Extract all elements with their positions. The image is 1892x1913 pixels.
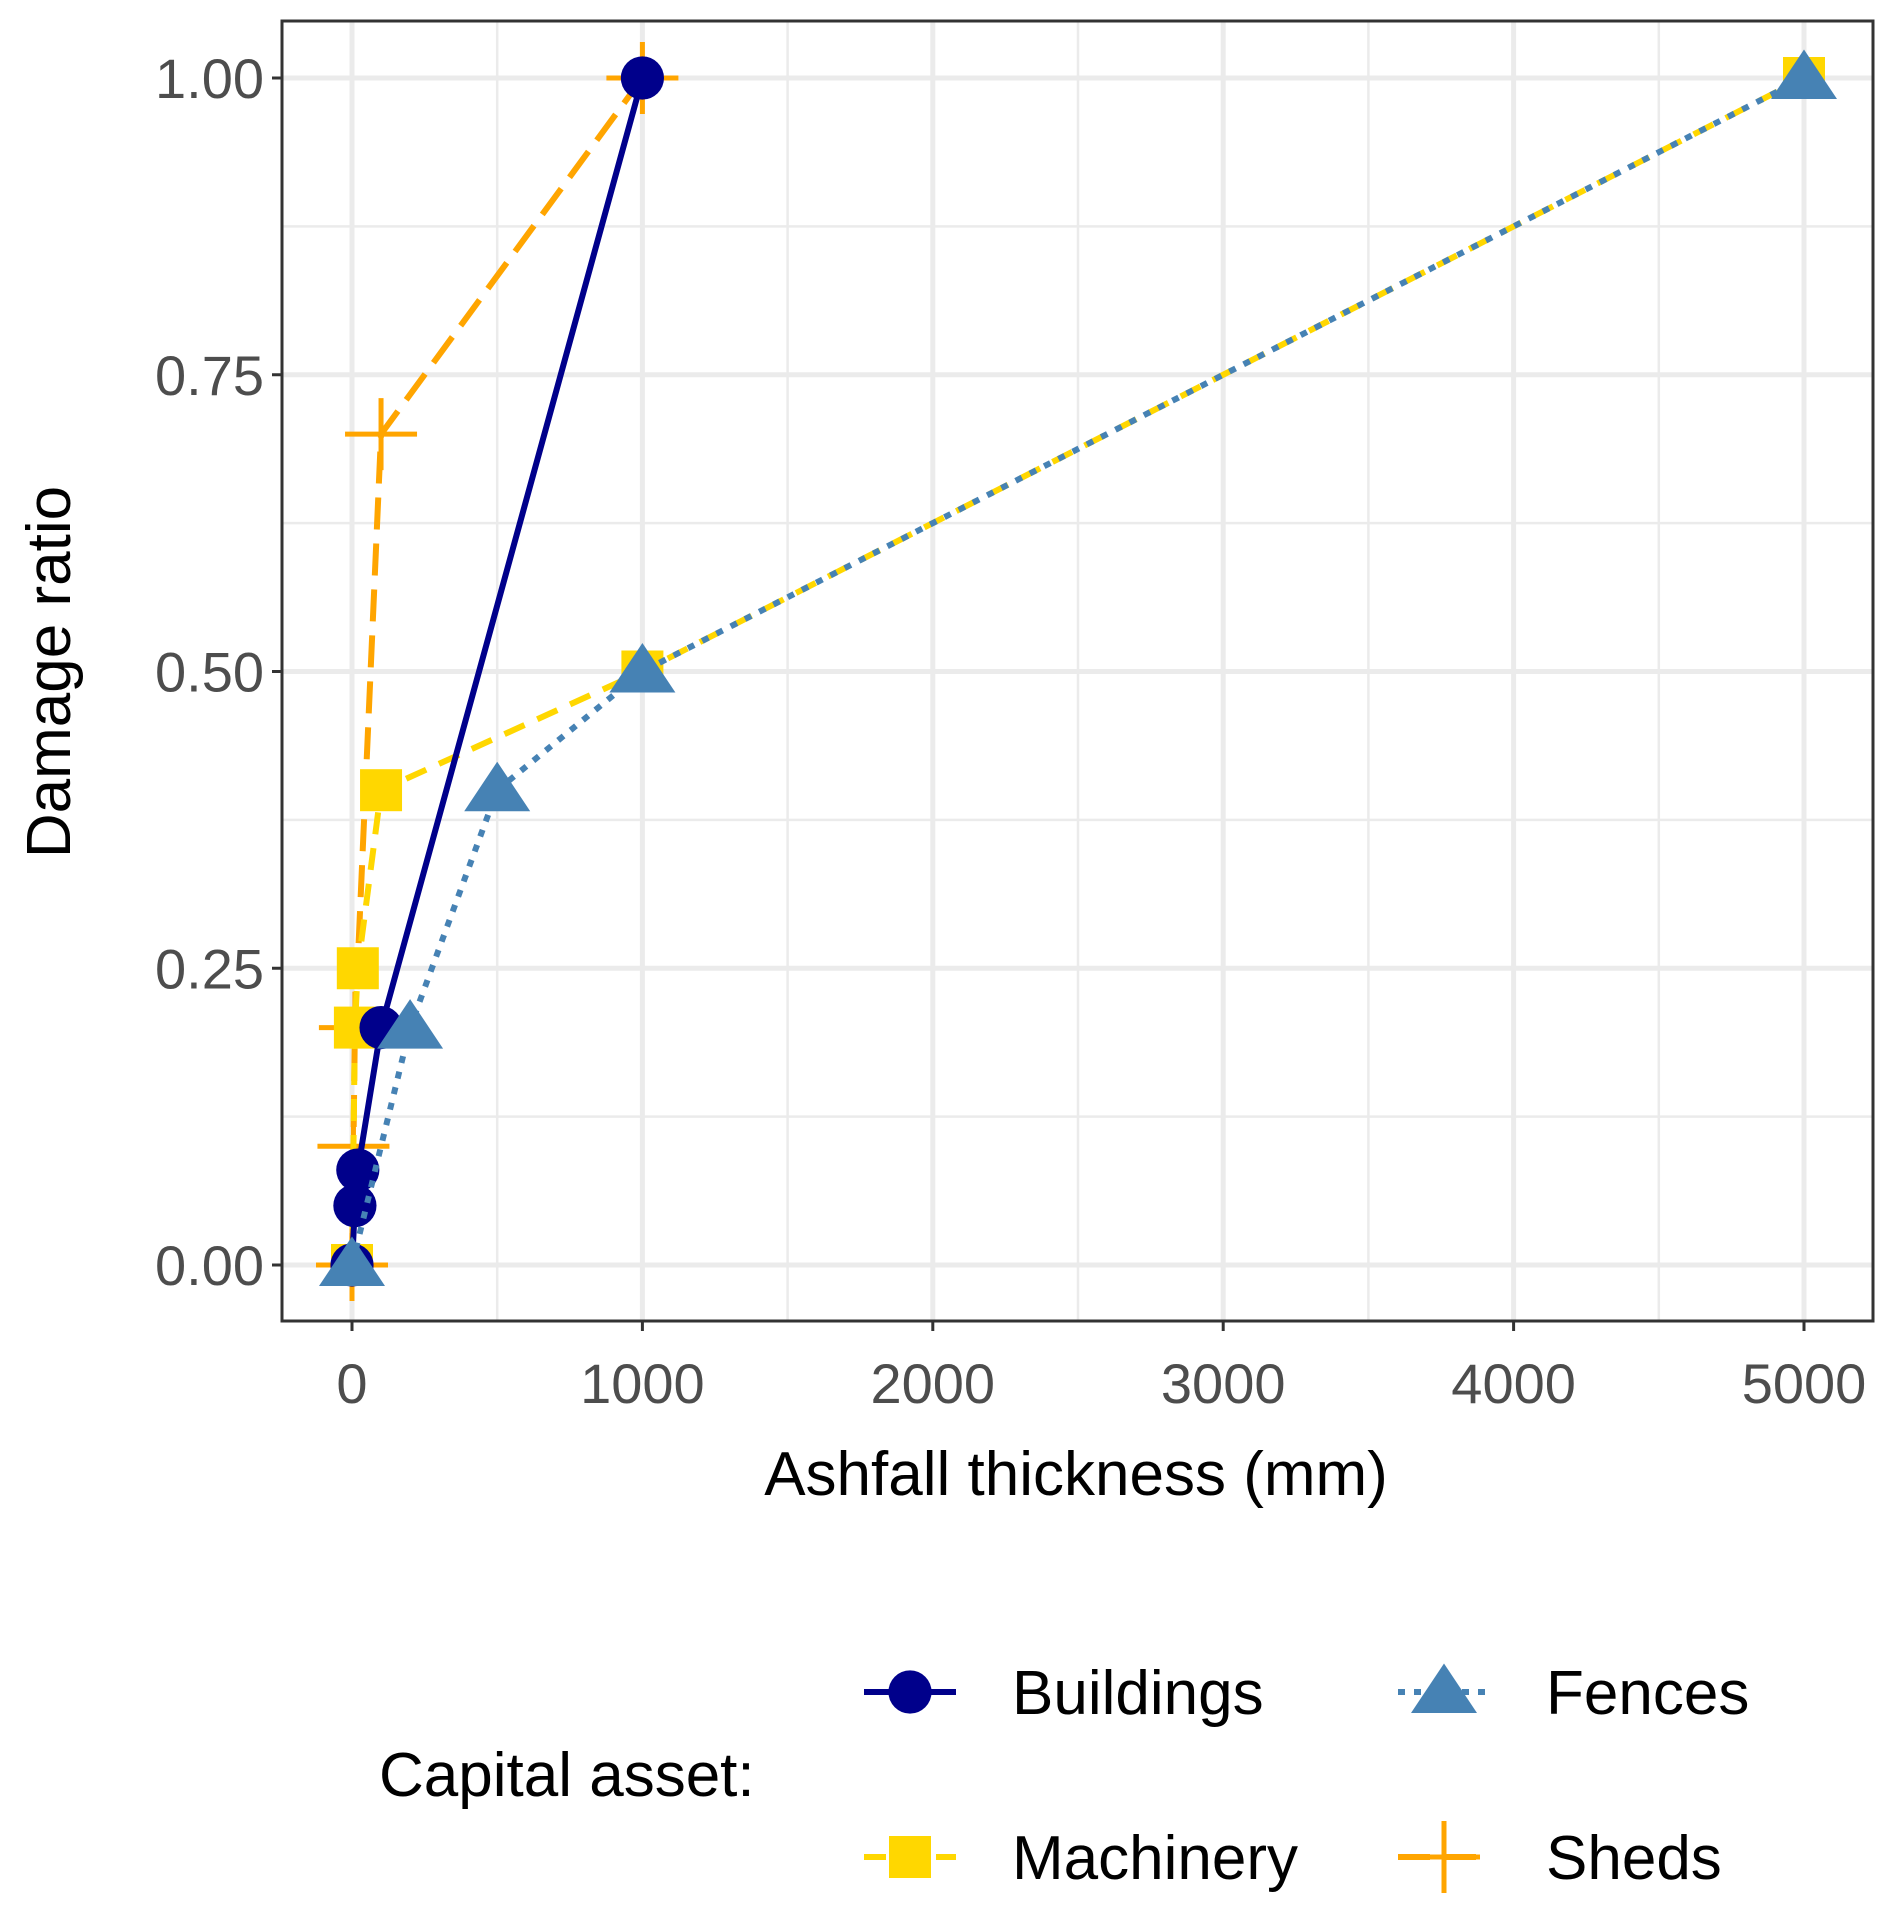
y-tick-label: 0.00 (155, 1234, 264, 1297)
fences-point (464, 761, 531, 812)
sheds-point (345, 398, 418, 471)
legend-title: Capital asset: (379, 1741, 755, 1810)
legend-key-circle-icon (888, 1670, 932, 1714)
fences-point (377, 999, 444, 1049)
x-tick-label: 0 (336, 1352, 367, 1415)
series-fences (319, 49, 1837, 1286)
fences-point (1771, 49, 1837, 99)
grid (282, 21, 1873, 1321)
legend-item-buildings: Buildings (864, 1659, 1264, 1728)
x-tick-label: 4000 (1451, 1352, 1576, 1415)
axis-ticks: 0.00 0.25 0.50 0.75 1.00 0 1000 2000 3000 4000 500… (155, 47, 1866, 1415)
legend: Buildings Fences Machinery Sheds (864, 1659, 1749, 1893)
machinery-point (336, 947, 379, 990)
legend-label: Buildings (1012, 1659, 1264, 1728)
legend-key-triangle-icon (1411, 1663, 1477, 1713)
legend-item-sheds: Sheds (1398, 1821, 1722, 1893)
legend-key-plus-icon (1408, 1821, 1480, 1893)
fences-point (609, 643, 676, 693)
x-tick-label: 2000 (871, 1352, 996, 1415)
legend-key-square-icon (889, 1836, 931, 1878)
fences-point (319, 1236, 385, 1286)
x-axis-title: Ashfall thickness (mm) (764, 1440, 1388, 1509)
legend-item-machinery: Machinery (864, 1824, 1298, 1893)
machinery-point (360, 769, 403, 812)
y-tick-label: 1.00 (155, 47, 264, 110)
x-tick-label: 1000 (580, 1352, 705, 1415)
y-tick-label: 0.50 (155, 641, 264, 704)
legend-label: Fences (1546, 1659, 1749, 1728)
legend-item-fences: Fences (1398, 1659, 1749, 1728)
buildings-point (620, 56, 665, 100)
y-axis-title: Damage ratio (15, 486, 84, 858)
y-tick-label: 0.25 (155, 937, 264, 1000)
legend-label: Machinery (1012, 1824, 1298, 1893)
series-layer (316, 42, 1837, 1301)
x-tick-label: 5000 (1742, 1352, 1867, 1415)
buildings-point (336, 1148, 380, 1192)
x-tick-label: 3000 (1161, 1352, 1286, 1415)
y-tick-label: 0.75 (155, 344, 264, 407)
legend-label: Sheds (1546, 1824, 1722, 1893)
